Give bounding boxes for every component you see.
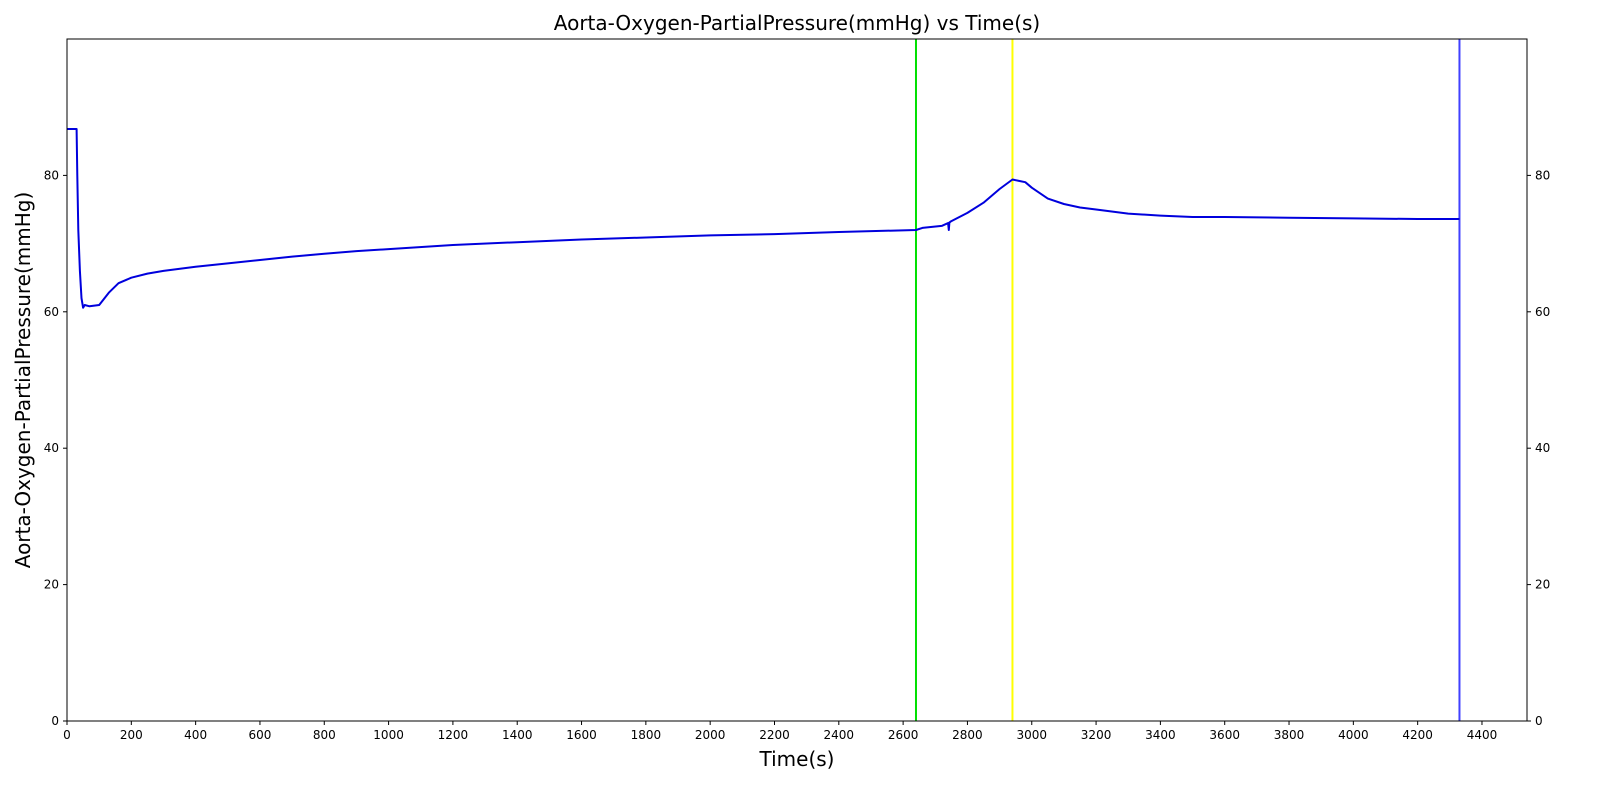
plot-frame bbox=[66, 38, 1528, 722]
y-axis-label: Aorta-Oxygen-PartialPressure(mmHg) bbox=[11, 192, 35, 569]
x-tick-label: 3000 bbox=[1016, 728, 1047, 742]
x-tick-label: 4400 bbox=[1467, 728, 1498, 742]
y-axis-ticks-right: 0 20 40 60 80 bbox=[1527, 168, 1550, 728]
x-tick-label: 3200 bbox=[1081, 728, 1112, 742]
x-axis-ticks: 0 200 400 600 800 1000 1200 1400 1600 1800 2000 220… bbox=[63, 721, 1497, 742]
x-tick-label: 800 bbox=[313, 728, 336, 742]
y-tick-label-right: 40 bbox=[1535, 441, 1550, 455]
x-tick-label: 0 bbox=[63, 728, 71, 742]
y-tick-label-right: 0 bbox=[1535, 714, 1543, 728]
x-tick-label: 2000 bbox=[695, 728, 726, 742]
x-tick-label: 3600 bbox=[1209, 728, 1240, 742]
x-tick-label: 3800 bbox=[1274, 728, 1305, 742]
x-tick-label: 600 bbox=[248, 728, 271, 742]
x-tick-label: 1200 bbox=[438, 728, 469, 742]
x-tick-label: 2600 bbox=[888, 728, 919, 742]
x-tick-label: 3400 bbox=[1145, 728, 1176, 742]
x-tick-label: 1600 bbox=[566, 728, 597, 742]
y-tick-label-left: 0 bbox=[51, 714, 59, 728]
y-tick-label-left: 60 bbox=[44, 305, 59, 319]
chart-title: Aorta-Oxygen-PartialPressure(mmHg) vs Ti… bbox=[554, 11, 1040, 35]
y-tick-label-right: 60 bbox=[1535, 305, 1550, 319]
x-tick-label: 1000 bbox=[373, 728, 404, 742]
y-tick-label-left: 20 bbox=[44, 578, 59, 592]
marker-lines bbox=[914, 39, 1461, 721]
data-series bbox=[67, 128, 1460, 309]
x-tick-label: 400 bbox=[184, 728, 207, 742]
y-tick-label-right: 20 bbox=[1535, 578, 1550, 592]
x-tick-label: 4000 bbox=[1338, 728, 1369, 742]
x-tick-label: 2800 bbox=[952, 728, 983, 742]
y-tick-label-right: 80 bbox=[1535, 168, 1550, 182]
y-tick-label-left: 40 bbox=[44, 441, 59, 455]
x-tick-label: 1800 bbox=[631, 728, 662, 742]
x-tick-label: 1400 bbox=[502, 728, 533, 742]
x-axis-label: Time(s) bbox=[759, 747, 835, 771]
series-line-0 bbox=[67, 128, 1460, 309]
x-tick-label: 2400 bbox=[824, 728, 855, 742]
x-tick-label: 4200 bbox=[1402, 728, 1433, 742]
y-tick-label-left: 80 bbox=[44, 168, 59, 182]
x-tick-label: 200 bbox=[120, 728, 143, 742]
x-tick-label: 2200 bbox=[759, 728, 790, 742]
y-axis-ticks-left: 0 20 40 60 80 bbox=[44, 168, 67, 728]
